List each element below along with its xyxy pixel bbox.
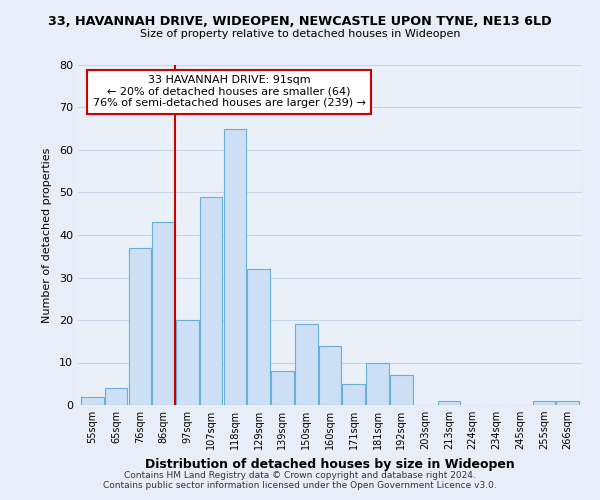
Bar xyxy=(176,320,199,405)
Text: 33 HAVANNAH DRIVE: 91sqm
← 20% of detached houses are smaller (64)
76% of semi-d: 33 HAVANNAH DRIVE: 91sqm ← 20% of detach… xyxy=(92,75,366,108)
Text: Contains HM Land Registry data © Crown copyright and database right 2024.: Contains HM Land Registry data © Crown c… xyxy=(124,471,476,480)
Bar xyxy=(343,384,365,405)
Bar xyxy=(390,375,413,405)
Bar xyxy=(437,401,460,405)
Text: 33, HAVANNAH DRIVE, WIDEOPEN, NEWCASTLE UPON TYNE, NE13 6LD: 33, HAVANNAH DRIVE, WIDEOPEN, NEWCASTLE … xyxy=(48,15,552,28)
Y-axis label: Number of detached properties: Number of detached properties xyxy=(42,148,52,322)
Bar xyxy=(319,346,341,405)
Bar xyxy=(247,269,270,405)
Bar xyxy=(556,401,579,405)
Bar xyxy=(128,248,151,405)
Bar xyxy=(105,388,127,405)
Bar xyxy=(224,128,246,405)
Bar xyxy=(295,324,317,405)
Bar xyxy=(366,362,389,405)
Bar xyxy=(271,371,294,405)
Bar xyxy=(152,222,175,405)
Bar xyxy=(200,196,223,405)
Text: Contains public sector information licensed under the Open Government Licence v3: Contains public sector information licen… xyxy=(103,481,497,490)
Text: Size of property relative to detached houses in Wideopen: Size of property relative to detached ho… xyxy=(140,29,460,39)
Bar xyxy=(533,401,555,405)
Bar xyxy=(81,396,104,405)
X-axis label: Distribution of detached houses by size in Wideopen: Distribution of detached houses by size … xyxy=(145,458,515,470)
